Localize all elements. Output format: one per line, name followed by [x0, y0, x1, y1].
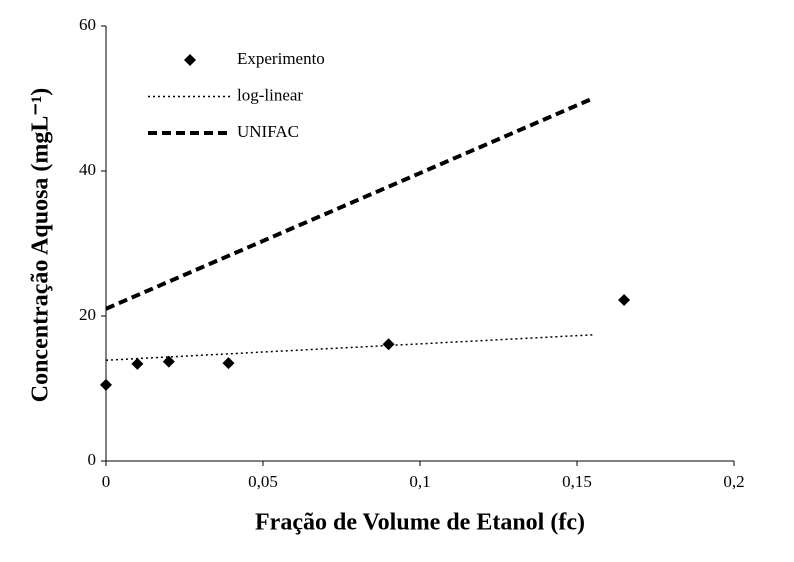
y-tick-label: 20: [79, 305, 96, 324]
y-tick-label: 0: [88, 450, 97, 469]
data-point: [131, 357, 144, 370]
series-line: [105, 96, 594, 311]
y-tick-label: 60: [79, 15, 96, 34]
data-point: [162, 355, 175, 368]
data-point: [618, 294, 631, 307]
x-tick-label: 0: [102, 472, 111, 491]
x-tick-label: 0,05: [248, 472, 278, 491]
legend-label: log-linear: [237, 85, 303, 104]
data-point: [222, 357, 235, 370]
y-axis-title: Concentração Aquosa (mgL⁻¹): [28, 88, 54, 403]
series-line: [105, 334, 593, 361]
data-point: [382, 338, 395, 351]
legend-label: UNIFAC: [237, 122, 299, 141]
x-axis-title: Fração de Volume de Etanol (fc): [255, 510, 585, 536]
x-tick-label: 0,1: [409, 472, 430, 491]
legend-label: Experimento: [237, 49, 325, 68]
legend-marker: [184, 54, 196, 66]
x-tick-label: 0,2: [723, 472, 744, 491]
x-tick-label: 0,15: [562, 472, 592, 491]
data-point: [100, 378, 112, 391]
y-tick-label: 40: [79, 160, 96, 179]
